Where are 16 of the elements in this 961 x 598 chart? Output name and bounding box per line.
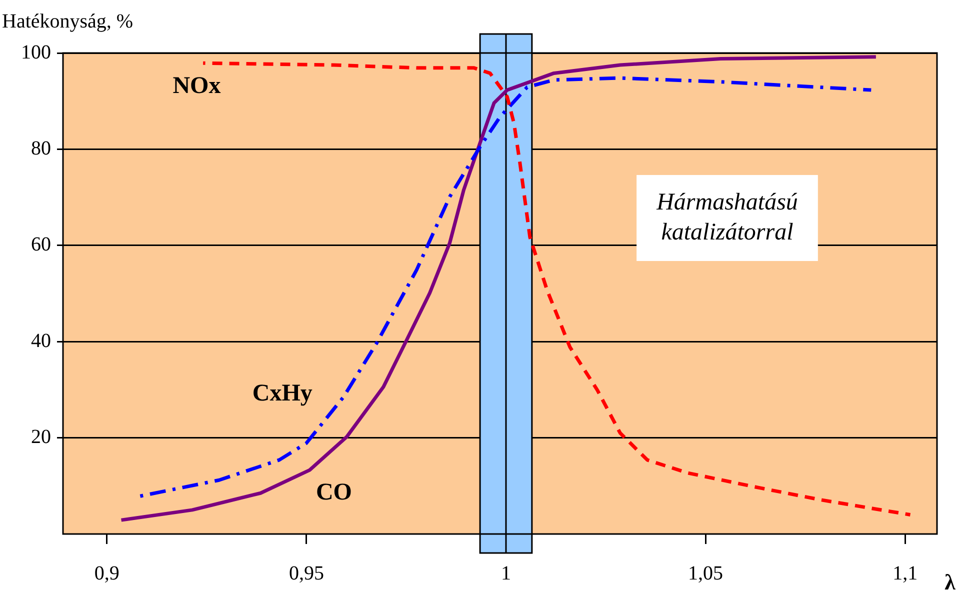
y-tick-label: 20 bbox=[31, 426, 51, 448]
x-tick-label: 1,1 bbox=[892, 562, 918, 584]
series-label: NOx bbox=[172, 72, 221, 99]
y-axis-title: Hatékonyság, % bbox=[2, 10, 134, 32]
x-axis-title: λ bbox=[944, 570, 956, 595]
x-tick-label: 0,9 bbox=[94, 562, 120, 584]
x-tick-label: 1,05 bbox=[688, 562, 724, 584]
y-tick-label: 60 bbox=[31, 234, 51, 256]
series-label: CxHy bbox=[252, 380, 312, 407]
y-tick-label: 100 bbox=[21, 41, 51, 64]
series-label: CO bbox=[316, 479, 352, 506]
y-tick-label: 40 bbox=[31, 330, 51, 352]
annotation: Hármashatású katalizátorral bbox=[656, 189, 798, 246]
x-tick-label: 0,95 bbox=[288, 562, 324, 584]
y-tick-label: 80 bbox=[31, 137, 51, 160]
x-tick-label: 1 bbox=[500, 562, 511, 584]
